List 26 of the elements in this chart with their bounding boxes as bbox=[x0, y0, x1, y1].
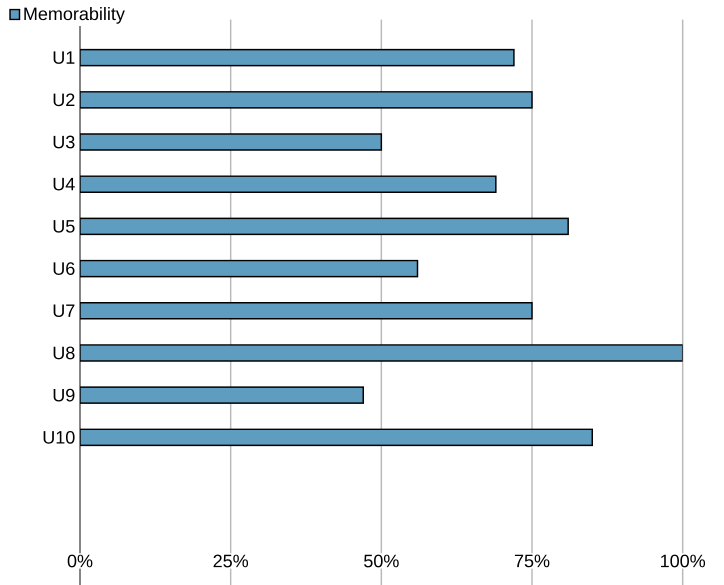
bar bbox=[80, 302, 533, 320]
y-tick-label: U7 bbox=[54, 304, 74, 318]
x-tick-label: 75% bbox=[514, 554, 550, 568]
bar bbox=[80, 260, 418, 278]
bar bbox=[80, 386, 364, 404]
x-tick-label: 25% bbox=[214, 554, 248, 568]
y-tick-label: U9 bbox=[54, 388, 74, 402]
x-tick-label: 0% bbox=[68, 554, 92, 568]
bar bbox=[80, 175, 497, 193]
x-tick-label: 50% bbox=[364, 554, 399, 568]
bar bbox=[80, 91, 533, 109]
legend-label: Memorability bbox=[24, 6, 125, 24]
y-tick-label: U5 bbox=[54, 220, 75, 233]
bar bbox=[80, 344, 683, 362]
y-tick-label: U4 bbox=[54, 178, 75, 190]
y-tick-label: U8 bbox=[54, 346, 74, 360]
y-tick-label: U10 bbox=[44, 430, 75, 444]
y-tick-label: U1 bbox=[54, 51, 74, 64]
bar bbox=[80, 133, 382, 151]
bar bbox=[80, 428, 594, 446]
y-tick-label: U3 bbox=[54, 136, 74, 148]
bar bbox=[80, 48, 515, 66]
y-tick-label: U6 bbox=[54, 262, 74, 275]
bar bbox=[80, 218, 569, 236]
y-tick-label: U2 bbox=[54, 93, 74, 106]
x-tick-label: 100% bbox=[661, 554, 706, 568]
